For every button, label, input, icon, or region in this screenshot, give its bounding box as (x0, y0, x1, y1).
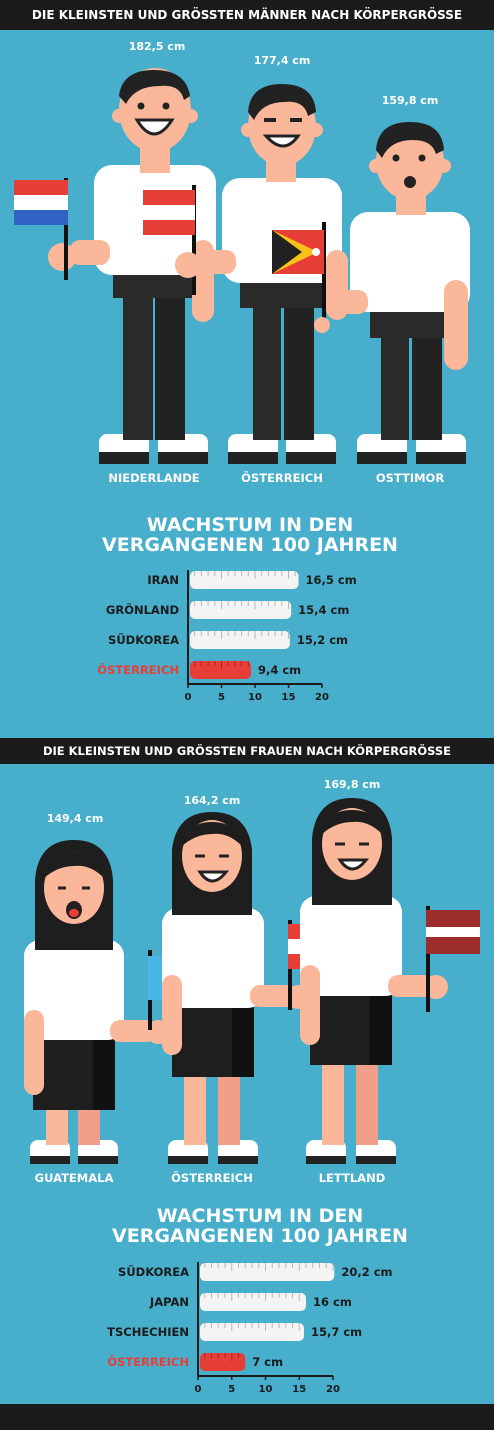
men-height-netherlands: 182,5 cm (128, 40, 186, 53)
women-chart-category-label-0: SÜDKOREA (118, 1264, 189, 1279)
women-chart-tick-label-1: 5 (228, 1384, 235, 1395)
man-netherlands-figure (14, 68, 216, 464)
men-chart-tick-label-4: 20 (315, 692, 329, 703)
man-easttimor-figure (328, 122, 470, 464)
women-chart-tick-label-3: 15 (292, 1384, 306, 1395)
men-height-easttimor: 159,8 cm (381, 94, 439, 107)
men-chart-value-label-1: 15,4 cm (298, 603, 349, 617)
women-chart-value-label-0: 20,2 cm (341, 1265, 392, 1279)
women-chart-tick-label-0: 0 (195, 1384, 202, 1395)
women-chart-title-line1: WACHSTUM IN DEN (156, 1205, 364, 1227)
women-chart-category-label-1: JAPAN (149, 1295, 189, 1309)
women-chart-title-line2: VERGANGENEN 100 JAHREN (112, 1225, 408, 1247)
women-chart-tick-label-4: 20 (326, 1384, 340, 1395)
women-chart-category-label-2: TSCHECHIEN (107, 1325, 189, 1339)
men-country-austria: ÖSTERREICH (241, 471, 323, 485)
women-chart-value-label-3: 7 cm (252, 1355, 283, 1369)
men-chart-tick-label-2: 10 (248, 692, 262, 703)
men-chart-value-label-3: 9,4 cm (258, 663, 301, 677)
men-chart-category-label-1: GRÖNLAND (106, 602, 179, 617)
man-austria-figure (175, 84, 348, 464)
women-chart-value-label-1: 16 cm (313, 1295, 352, 1309)
men-chart-bar-0 (190, 571, 299, 589)
women-height-austria: 164,2 cm (183, 794, 241, 807)
men-country-netherlands: NIEDERLANDE (108, 471, 200, 485)
women-height-latvia: 169,8 cm (323, 778, 381, 791)
men-chart-category-label-2: SÜDKOREA (108, 632, 179, 647)
men-illustration (14, 68, 470, 464)
men-chart-tick-label-1: 5 (218, 692, 225, 703)
women-chart-bar-0 (200, 1263, 335, 1281)
footer-bar (0, 1404, 494, 1430)
women-chart-title: WACHSTUM IN DEN VERGANGENEN 100 JAHREN (90, 1206, 430, 1246)
men-section-title: DIE KLEINSTEN UND GRÖSSTEN MÄNNER NACH K… (0, 0, 494, 30)
women-height-guatemala: 149,4 cm (46, 812, 104, 825)
woman-latvia-figure (300, 798, 480, 1164)
men-chart-category-label-0: IRAN (147, 573, 179, 587)
men-chart-tick-label-0: 0 (185, 692, 192, 703)
men-chart-value-label-2: 15,2 cm (297, 633, 348, 647)
women-country-latvia: LETTLAND (318, 1171, 386, 1185)
men-chart-title: WACHSTUM IN DEN VERGANGENEN 100 JAHREN (80, 515, 420, 555)
women-country-austria: ÖSTERREICH (171, 1171, 253, 1185)
men-chart-title-line2: VERGANGENEN 100 JAHREN (102, 534, 398, 556)
women-chart-bar-1 (200, 1293, 306, 1311)
women-chart-tick-label-2: 10 (259, 1384, 273, 1395)
women-chart-category-label-3: ÖSTERREICH (107, 1354, 189, 1369)
men-chart-tick-label-3: 15 (282, 692, 296, 703)
women-section-title: DIE KLEINSTEN UND GRÖSSTEN FRAUEN NACH K… (0, 738, 494, 764)
men-height-austria: 177,4 cm (253, 54, 311, 67)
men-country-easttimor: OSTTIMOR (375, 471, 445, 485)
women-chart-value-label-2: 15,7 cm (311, 1325, 362, 1339)
men-chart-category-label-3: ÖSTERREICH (97, 662, 179, 677)
men-chart-title-line1: WACHSTUM IN DEN (146, 514, 354, 536)
women-country-guatemala: GUATEMALA (34, 1171, 114, 1185)
women-chart-bar-2 (200, 1323, 304, 1341)
men-chart-bar-3 (190, 661, 251, 679)
men-chart-value-label-0: 16,5 cm (306, 573, 357, 587)
